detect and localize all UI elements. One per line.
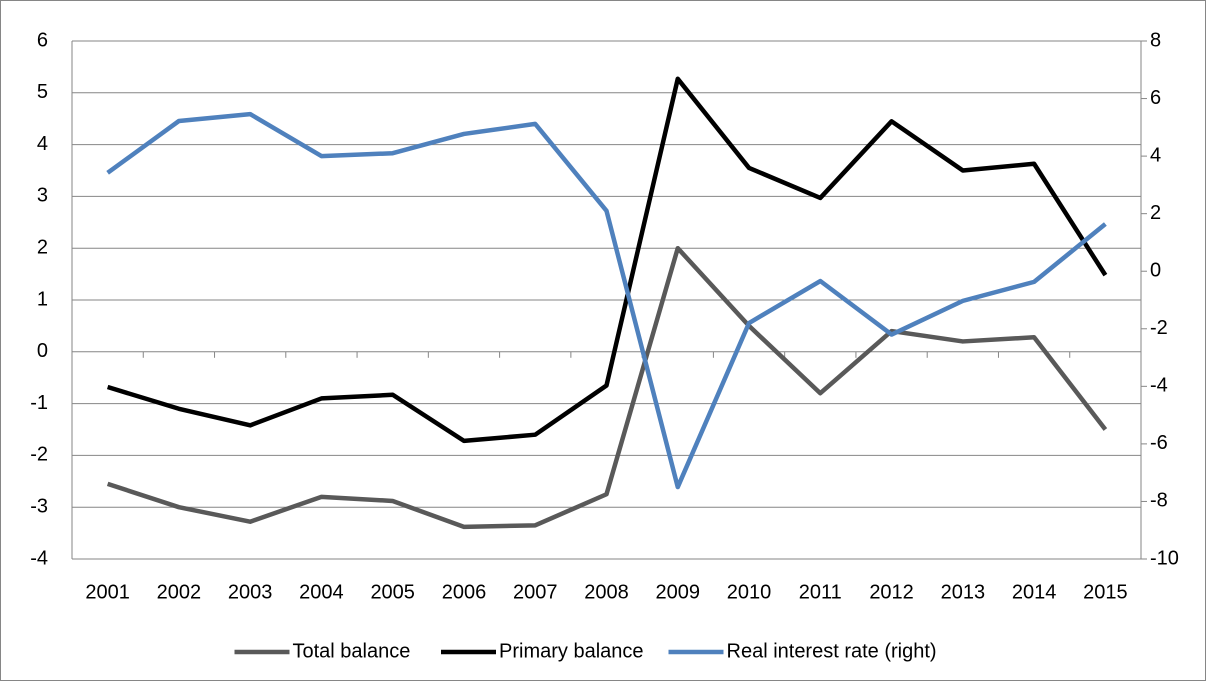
y2-tick-label: 6	[1150, 87, 1161, 109]
y-tick-label: 1	[37, 288, 48, 310]
x-tick-label: 2014	[1012, 581, 1057, 603]
y-tick-label: 5	[37, 81, 48, 103]
y-tick-label: 4	[37, 133, 48, 155]
series-line	[106, 245, 1108, 530]
x-tick-label: 2003	[228, 581, 273, 603]
y-tick-label: 3	[37, 185, 48, 207]
y2-tick-label: -10	[1150, 547, 1179, 569]
x-tick-label: 2001	[85, 581, 130, 603]
y2-tick-label: -6	[1150, 432, 1168, 454]
x-tick-label: 2010	[727, 581, 772, 603]
y-tick-label: -1	[30, 392, 48, 414]
x-tick-label: 2004	[299, 581, 344, 603]
legend-label: Total balance	[293, 640, 411, 662]
x-tick-label: 2006	[442, 581, 487, 603]
x-tick-label: 2012	[869, 581, 914, 603]
series-line	[106, 76, 1108, 444]
x-tick-label: 2015	[1083, 581, 1128, 603]
y-tick-label: 6	[37, 29, 48, 51]
y-tick-label: 2	[37, 236, 48, 258]
y2-tick-label: 4	[1150, 144, 1161, 166]
legend-label: Primary balance	[499, 640, 644, 662]
y-tick-label: -2	[30, 444, 48, 466]
x-tick-label: 2009	[656, 581, 701, 603]
x-tick-label: 2007	[513, 581, 558, 603]
y2-tick-label: 0	[1150, 260, 1161, 282]
y-tick-label: 0	[37, 340, 48, 362]
y2-tick-label: -8	[1150, 490, 1168, 512]
x-tick-label: 2008	[584, 581, 629, 603]
x-tick-label: 2005	[370, 581, 415, 603]
y-tick-label: -3	[30, 495, 48, 517]
y-tick-label: -4	[30, 547, 48, 569]
x-tick-label: 2011	[799, 581, 842, 603]
x-tick-label: 2013	[941, 581, 986, 603]
y2-tick-label: 8	[1150, 29, 1161, 51]
x-tick-label: 2002	[157, 581, 202, 603]
series-line	[106, 111, 1107, 490]
legend-label: Real interest rate (right)	[727, 640, 937, 662]
y2-tick-label: 2	[1150, 202, 1161, 224]
y2-tick-label: -4	[1150, 375, 1168, 397]
y2-tick-label: -2	[1150, 317, 1168, 339]
